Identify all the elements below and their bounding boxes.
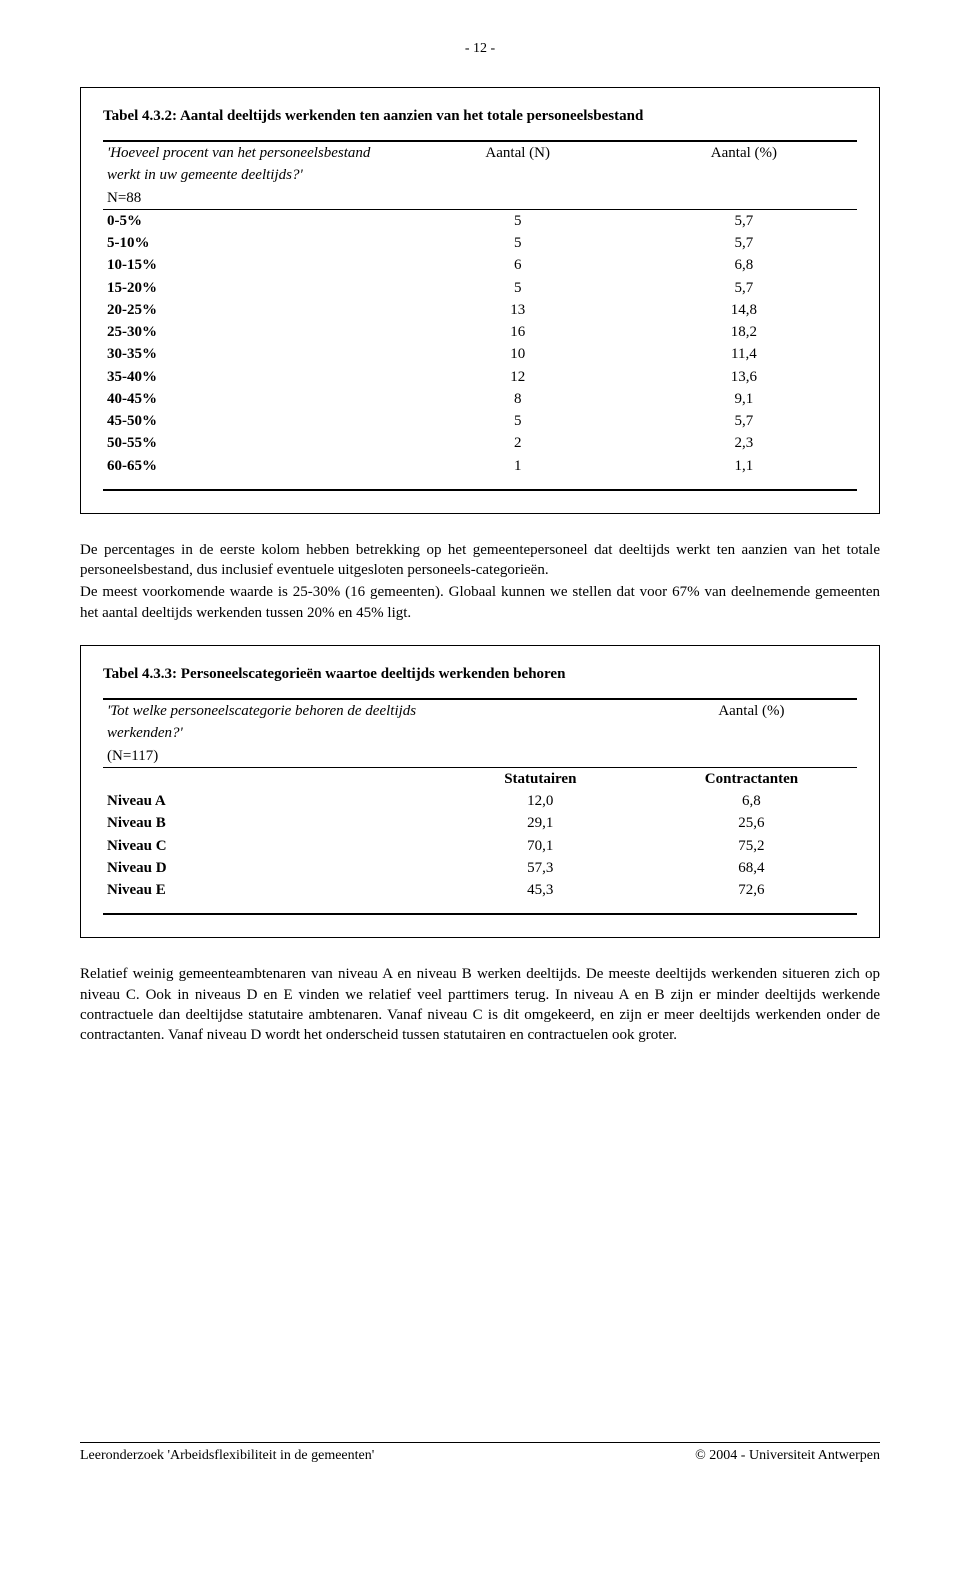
- row-n: 16: [405, 321, 631, 343]
- table-1-col-n-header: Aantal (N): [405, 142, 631, 164]
- row-b: 72,6: [646, 879, 857, 901]
- row-label: Niveau D: [103, 857, 435, 879]
- row-a: 29,1: [435, 812, 646, 834]
- row-a: 12,0: [435, 790, 646, 812]
- table-row: 5-10%55,7: [103, 232, 857, 254]
- row-p: 2,3: [631, 432, 857, 454]
- page: - 12 - Tabel 4.3.2: Aantal deeltijds wer…: [40, 0, 920, 1494]
- table-1-header: 'Hoeveel procent van het personeelsbesta…: [103, 142, 857, 209]
- table-row: 10-15%66,8: [103, 254, 857, 276]
- table-2-question-line1: 'Tot welke personeelscategorie behoren d…: [103, 700, 435, 722]
- table-1-col-p-header: Aantal (%): [631, 142, 857, 164]
- row-label: 30-35%: [103, 343, 405, 365]
- row-a: 70,1: [435, 835, 646, 857]
- table-row: 25-30%1618,2: [103, 321, 857, 343]
- row-a: 57,3: [435, 857, 646, 879]
- table-2-sub-a: Statutairen: [435, 768, 646, 790]
- table-2-sub-b: Contractanten: [646, 768, 857, 790]
- row-p: 1,1: [631, 455, 857, 477]
- table-row: 60-65%11,1: [103, 455, 857, 477]
- table-1-title: Tabel 4.3.2: Aantal deeltijds werkenden …: [103, 106, 857, 126]
- table-row: Niveau A12,06,8: [103, 790, 857, 812]
- row-a: 45,3: [435, 879, 646, 901]
- table-row: 50-55%22,3: [103, 432, 857, 454]
- table-2-col-p-header: Aantal (%): [646, 700, 857, 722]
- footer-left: Leeronderzoek 'Arbeidsflexibiliteit in d…: [80, 1447, 374, 1466]
- row-n: 5: [405, 277, 631, 299]
- table-1-box: Tabel 4.3.2: Aantal deeltijds werkenden …: [80, 87, 880, 514]
- row-label: 20-25%: [103, 299, 405, 321]
- row-n: 5: [405, 410, 631, 432]
- row-n: 8: [405, 388, 631, 410]
- table-row: 15-20%55,7: [103, 277, 857, 299]
- row-label: 0-5%: [103, 210, 405, 232]
- page-number: - 12 -: [80, 40, 880, 59]
- table-1-body: 0-5%55,75-10%55,710-15%66,815-20%55,720-…: [103, 210, 857, 477]
- row-label: 40-45%: [103, 388, 405, 410]
- row-p: 14,8: [631, 299, 857, 321]
- table-1-n-label: N=88: [103, 187, 405, 209]
- table-row: Niveau D57,368,4: [103, 857, 857, 879]
- row-b: 25,6: [646, 812, 857, 834]
- table-1-question-line2: werkt in uw gemeente deeltijds?': [103, 164, 405, 186]
- row-label: 50-55%: [103, 432, 405, 454]
- row-p: 9,1: [631, 388, 857, 410]
- row-label: 15-20%: [103, 277, 405, 299]
- table-2-question-line2: werkenden?': [103, 722, 435, 744]
- paragraph-1: De percentages in de eerste kolom hebben…: [80, 540, 880, 581]
- row-p: 5,7: [631, 410, 857, 432]
- row-p: 11,4: [631, 343, 857, 365]
- footer: Leeronderzoek 'Arbeidsflexibiliteit in d…: [80, 1442, 880, 1466]
- row-p: 5,7: [631, 232, 857, 254]
- table-row: 0-5%55,7: [103, 210, 857, 232]
- row-n: 12: [405, 366, 631, 388]
- row-n: 10: [405, 343, 631, 365]
- row-label: Niveau E: [103, 879, 435, 901]
- row-label: Niveau A: [103, 790, 435, 812]
- row-b: 68,4: [646, 857, 857, 879]
- table-row: Niveau E45,372,6: [103, 879, 857, 901]
- row-label: 45-50%: [103, 410, 405, 432]
- row-label: 60-65%: [103, 455, 405, 477]
- row-b: 75,2: [646, 835, 857, 857]
- table-row: 45-50%55,7: [103, 410, 857, 432]
- table-2-n-label: (N=117): [103, 745, 435, 767]
- paragraph-3: Relatief weinig gemeenteambtenaren van n…: [80, 964, 880, 1045]
- table-row: Niveau B29,125,6: [103, 812, 857, 834]
- paragraph-2: De meest voorkomende waarde is 25-30% (1…: [80, 582, 880, 623]
- row-n: 2: [405, 432, 631, 454]
- table-2-box: Tabel 4.3.3: Personeelscategorieën waart…: [80, 645, 880, 939]
- row-label: Niveau B: [103, 812, 435, 834]
- row-label: 5-10%: [103, 232, 405, 254]
- table-2-title: Tabel 4.3.3: Personeelscategorieën waart…: [103, 664, 857, 684]
- row-n: 6: [405, 254, 631, 276]
- row-n: 5: [405, 232, 631, 254]
- table-2-subheader: Statutairen Contractanten: [103, 768, 857, 790]
- row-n: 5: [405, 210, 631, 232]
- table-1-question-line1: 'Hoeveel procent van het personeelsbesta…: [103, 142, 405, 164]
- row-p: 13,6: [631, 366, 857, 388]
- row-n: 13: [405, 299, 631, 321]
- row-p: 5,7: [631, 210, 857, 232]
- table-row: Niveau C70,175,2: [103, 835, 857, 857]
- table-row: 30-35%1011,4: [103, 343, 857, 365]
- row-label: 25-30%: [103, 321, 405, 343]
- table-row: 20-25%1314,8: [103, 299, 857, 321]
- row-n: 1: [405, 455, 631, 477]
- row-b: 6,8: [646, 790, 857, 812]
- row-label: Niveau C: [103, 835, 435, 857]
- row-label: 10-15%: [103, 254, 405, 276]
- table-row: 40-45%89,1: [103, 388, 857, 410]
- table-row: 35-40%1213,6: [103, 366, 857, 388]
- table-2-body: Niveau A12,06,8Niveau B29,125,6Niveau C7…: [103, 790, 857, 901]
- row-p: 6,8: [631, 254, 857, 276]
- table-2-header: 'Tot welke personeelscategorie behoren d…: [103, 700, 857, 767]
- row-p: 18,2: [631, 321, 857, 343]
- row-p: 5,7: [631, 277, 857, 299]
- footer-right: © 2004 - Universiteit Antwerpen: [695, 1447, 880, 1466]
- row-label: 35-40%: [103, 366, 405, 388]
